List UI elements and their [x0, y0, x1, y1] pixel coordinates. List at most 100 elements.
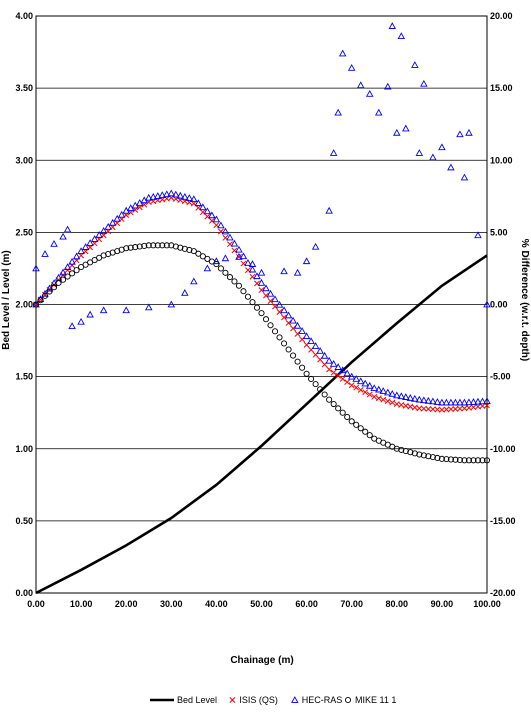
data-point: [45, 284, 54, 292]
data-point: [262, 284, 270, 292]
data-point: [50, 284, 58, 291]
data-point: [357, 425, 364, 432]
difference-point: [63, 225, 72, 233]
legend-label: ISIS (QS): [239, 695, 278, 705]
data-point: [357, 386, 364, 393]
data-point: [144, 193, 153, 201]
data-point: [235, 282, 242, 289]
data-point: [68, 257, 76, 265]
data-point: [222, 269, 229, 276]
difference-point: [384, 82, 392, 90]
data-point: [276, 309, 283, 315]
data-point: [284, 311, 293, 319]
data-point: [258, 310, 265, 317]
data-point: [447, 456, 454, 463]
data-point: [172, 190, 180, 198]
x-tick-label: 20.00: [115, 599, 138, 609]
data-point: [177, 244, 184, 251]
data-point: [407, 449, 414, 456]
difference-point: [50, 239, 58, 247]
x-tick-label: 100.00: [473, 599, 501, 609]
data-point: [181, 245, 188, 252]
data-point: [181, 192, 189, 200]
data-point: [69, 270, 76, 277]
data-point: [339, 409, 346, 416]
difference-point: [411, 61, 419, 68]
data-point: [213, 261, 220, 268]
data-point: [272, 303, 278, 310]
difference-point: [221, 254, 230, 262]
data-point: [320, 351, 329, 359]
data-point: [239, 252, 248, 260]
data-point: [253, 272, 261, 280]
x-tick-label: 0.00: [27, 599, 45, 609]
x-tick-label: 30.00: [160, 599, 183, 609]
data-point: [86, 239, 94, 246]
data-point: [343, 369, 351, 377]
x-axis-title: Chainage (m): [230, 655, 293, 666]
x-tick-label: 50.00: [250, 599, 273, 609]
data-point: [77, 247, 85, 254]
data-point: [425, 405, 432, 412]
data-point: [370, 384, 379, 392]
data-point: [204, 255, 211, 262]
data-point: [281, 314, 288, 321]
data-point: [59, 268, 67, 276]
data-point: [141, 242, 148, 249]
data-point: [302, 332, 311, 340]
data-point: [168, 242, 175, 249]
data-point: [249, 299, 256, 306]
data-point: [362, 389, 369, 396]
data-point: [415, 395, 424, 403]
data-point: [316, 347, 324, 354]
data-point: [226, 274, 233, 281]
difference-point: [447, 163, 455, 171]
data-point: [398, 401, 405, 408]
data-point: [46, 288, 53, 295]
y2-tick-label: 0.00: [490, 300, 508, 310]
legend-item: MIKE 11 1: [344, 695, 396, 705]
data-point: [235, 245, 243, 253]
data-point: [199, 203, 207, 211]
data-point: [308, 375, 315, 382]
data-marks: [32, 22, 491, 595]
y-tick-label: 3.00: [15, 155, 33, 165]
difference-point: [99, 306, 108, 314]
data-point: [420, 452, 427, 459]
data-point: [317, 386, 324, 393]
data-point: [348, 418, 355, 425]
data-point: [438, 455, 445, 462]
difference-point: [190, 277, 198, 285]
data-point: [55, 279, 62, 286]
difference-point: [374, 108, 383, 116]
data-point: [149, 192, 158, 200]
data-point: [90, 235, 99, 242]
data-point: [425, 453, 432, 460]
data-point: [465, 398, 473, 406]
data-point: [470, 457, 477, 464]
difference-point: [302, 257, 311, 265]
data-point: [72, 252, 81, 260]
x-tick-label: 80.00: [386, 599, 409, 609]
y-tick-label: 2.50: [15, 227, 33, 237]
data-point: [321, 391, 328, 398]
data-point: [158, 191, 167, 199]
series-bed-level: [35, 254, 488, 595]
legend: Bed Level ISIS (QS) HEC-RAS MIKE 11 1: [150, 695, 396, 705]
data-point: [406, 394, 415, 401]
data-point: [312, 381, 319, 388]
data-point: [460, 398, 469, 406]
data-point: [379, 387, 388, 394]
y-tick-label: 0.00: [15, 588, 33, 598]
legend-label: MIKE 11 1: [355, 695, 396, 705]
data-point: [438, 406, 445, 413]
data-point: [266, 289, 275, 297]
data-point: [447, 406, 454, 413]
data-point: [393, 391, 401, 399]
data-point: [136, 243, 143, 250]
data-point: [402, 402, 409, 409]
data-point: [411, 404, 418, 411]
y2-tick-label: 15.00: [490, 83, 513, 93]
data-point: [37, 297, 44, 304]
